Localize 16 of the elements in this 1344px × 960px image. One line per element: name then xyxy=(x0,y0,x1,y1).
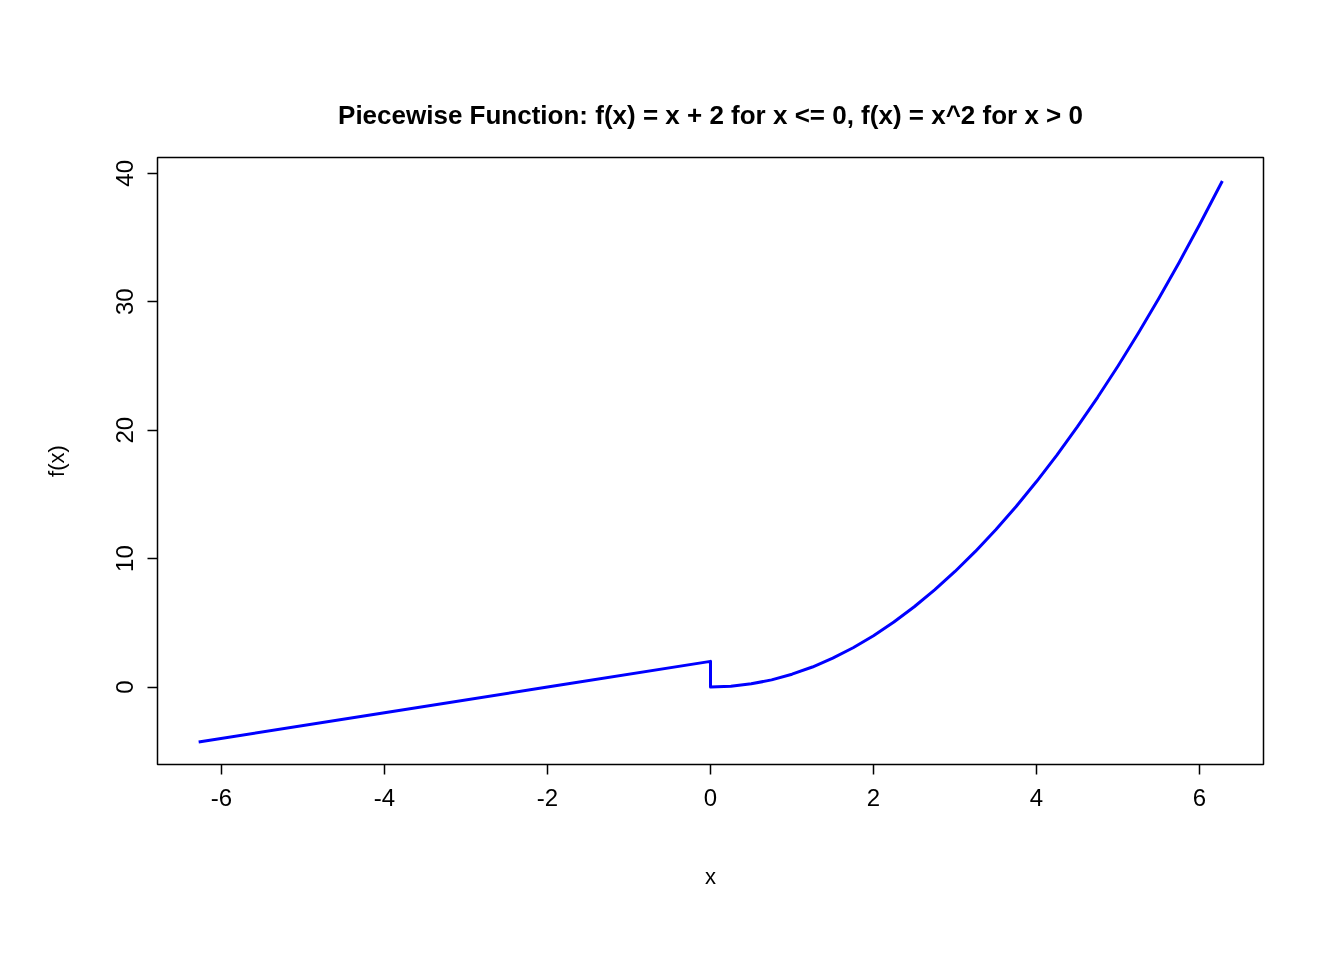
x-tick-label: 6 xyxy=(1192,783,1207,811)
y-tick-label: 30 xyxy=(111,288,139,316)
y-tick-label: 20 xyxy=(111,416,139,444)
y-tick-label: 40 xyxy=(111,159,139,187)
y-tick-label: 10 xyxy=(111,545,139,572)
x-tick-label: -2 xyxy=(536,783,559,811)
line-series xyxy=(197,179,1224,744)
x-tick-label: -6 xyxy=(210,783,233,811)
y-tick-label: 0 xyxy=(111,680,139,694)
x-tick-label: 4 xyxy=(1029,783,1044,811)
chart-title: Piecewise Function: f(x) = x + 2 for x <= 0, f(x) = x^2 for x > 0 xyxy=(338,100,1083,130)
x-tick-label: 0 xyxy=(703,783,718,811)
x-tick-label: 2 xyxy=(866,783,881,811)
x-tick-label: -4 xyxy=(373,783,396,811)
y-axis-title: f(x) xyxy=(43,445,69,477)
x-axis-title: x xyxy=(705,863,716,889)
